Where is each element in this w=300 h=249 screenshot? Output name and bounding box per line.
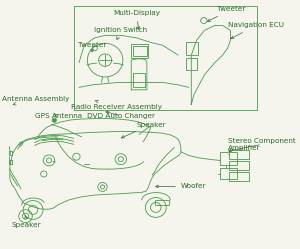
Bar [220, 168, 237, 180]
Text: Speaker: Speaker [11, 216, 41, 228]
Text: GPS Antenna: GPS Antenna [34, 113, 82, 119]
Bar [220, 152, 237, 165]
Bar [155, 200, 169, 205]
Text: Speaker: Speaker [122, 122, 166, 138]
Bar [133, 72, 145, 87]
Text: Tweeter: Tweeter [78, 42, 106, 52]
Text: Multi-Display: Multi-Display [113, 10, 160, 29]
Bar [8, 151, 12, 155]
Bar [8, 160, 12, 164]
Bar [186, 42, 198, 55]
Text: Antenna Assembly: Antenna Assembly [2, 96, 69, 105]
Text: DVD Auto Changer: DVD Auto Changer [87, 111, 155, 119]
Text: Navigation ECU: Navigation ECU [228, 22, 284, 39]
Bar [229, 172, 249, 182]
Text: Radio Receiver Assembly: Radio Receiver Assembly [71, 100, 162, 110]
Bar [229, 150, 249, 159]
Bar [131, 44, 148, 58]
Bar [133, 46, 147, 57]
Text: Stereo Component
Amplifier: Stereo Component Amplifier [228, 138, 296, 152]
Text: Woofer: Woofer [156, 184, 206, 189]
Bar [186, 58, 196, 70]
Text: Tweeter: Tweeter [208, 6, 246, 21]
Text: Ignition Switch: Ignition Switch [94, 27, 147, 40]
Bar [229, 161, 249, 170]
